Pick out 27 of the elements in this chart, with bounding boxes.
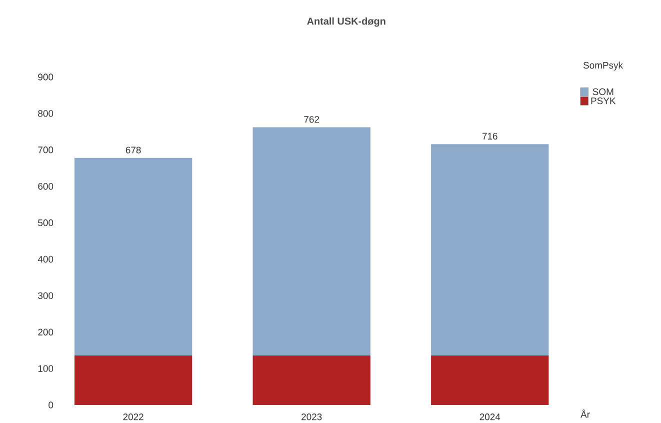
y-tick-label: 700 xyxy=(38,146,54,154)
y-tick-label: 600 xyxy=(38,182,54,190)
bar xyxy=(431,144,549,356)
bar xyxy=(74,355,192,405)
y-tick-label: 200 xyxy=(38,328,54,336)
y-tick-label: 100 xyxy=(38,365,54,372)
y-tick-label: 400 xyxy=(38,256,54,263)
bar xyxy=(252,355,370,405)
total-label: 762 xyxy=(304,116,320,123)
legend-label: PSYK xyxy=(591,97,616,104)
bar xyxy=(74,158,192,356)
x-tick-label: 2024 xyxy=(480,414,500,420)
chart-title: Antall USK-døgn xyxy=(307,17,386,27)
bar xyxy=(252,127,370,356)
y-tick-label: 900 xyxy=(38,74,54,80)
y-tick-label: 800 xyxy=(38,110,54,117)
total-label: 716 xyxy=(482,132,498,140)
legend-title: SomPsyk xyxy=(583,62,624,70)
x-axis-title: År xyxy=(580,410,590,418)
x-tick-label: 2023 xyxy=(302,414,322,420)
y-tick-label: 300 xyxy=(38,292,54,300)
total-label: 678 xyxy=(126,146,141,154)
x-tick-label: 2022 xyxy=(123,414,144,420)
bar xyxy=(431,355,549,405)
y-tick-label: 0 xyxy=(48,402,54,408)
y-tick-label: 500 xyxy=(38,219,54,226)
legend-label: SOM xyxy=(592,88,614,96)
